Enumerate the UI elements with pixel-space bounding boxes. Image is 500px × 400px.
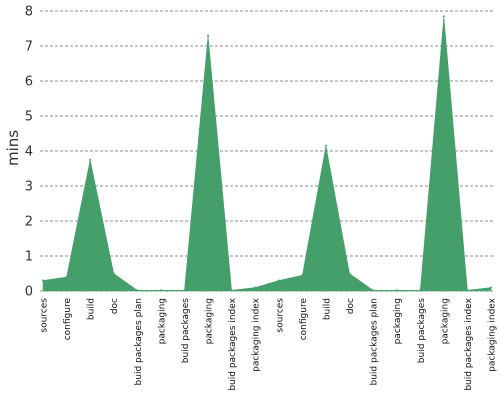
x-tick-label: packaging [205, 298, 215, 344]
data-point [372, 289, 375, 292]
x-tick-label: packaging index [252, 297, 262, 372]
data-point [254, 286, 257, 289]
area-series [42, 16, 492, 292]
data-point [419, 289, 422, 292]
data-point [277, 279, 280, 282]
x-tick-label: build [87, 298, 97, 320]
data-point [466, 289, 469, 292]
x-tick-label: buid packages index [228, 297, 238, 390]
x-tick-label: buid packages [181, 298, 191, 363]
x-tick-label: packaging [393, 298, 403, 344]
x-tick-label: sources [275, 298, 285, 333]
data-point [112, 272, 115, 275]
data-point [136, 289, 139, 292]
data-point [65, 276, 68, 278]
data-point [442, 15, 445, 18]
data-point [348, 272, 351, 275]
y-tick-label: 3 [25, 180, 33, 195]
data-point [395, 289, 398, 292]
x-tick-label: build [322, 298, 332, 320]
x-tick-label: buid packages plan [134, 298, 144, 385]
x-axis-ticks: sources configure build doc buid packages pl… [40, 297, 498, 390]
data-point [42, 279, 44, 282]
x-tick-label: configure [63, 298, 73, 341]
x-tick-label: configure [299, 298, 309, 341]
y-tick-label: 1 [25, 250, 33, 265]
y-tick-label: 7 [25, 40, 33, 55]
x-tick-label: sources [40, 298, 50, 333]
x-tick-label: buid packages plan [370, 298, 380, 385]
data-point [207, 34, 210, 37]
x-tick-label: packaging index [488, 297, 498, 372]
data-point [490, 286, 492, 289]
y-axis-ticks: 0 1 2 3 4 5 6 7 8 [25, 5, 33, 300]
y-axis-label: mins [4, 130, 22, 166]
y-tick-label: 5 [25, 110, 33, 125]
data-point [89, 158, 92, 161]
data-point [159, 289, 162, 292]
data-point [301, 274, 304, 277]
y-tick-label: 8 [25, 5, 33, 20]
data-point [324, 144, 327, 147]
y-tick-label: 6 [25, 75, 33, 90]
x-tick-label: packaging [440, 298, 450, 344]
y-tick-label: 4 [25, 145, 33, 160]
grid-lines [40, 10, 494, 292]
data-point [183, 289, 186, 292]
y-tick-label: 2 [25, 215, 33, 230]
x-tick-label: buid packages index [464, 297, 474, 390]
x-tick-label: doc [110, 298, 120, 314]
x-tick-label: doc [346, 298, 356, 314]
x-tick-label: buid packages [417, 298, 427, 363]
data-points [42, 15, 492, 292]
x-tick-label: packaging [157, 298, 167, 344]
data-point [230, 289, 233, 292]
y-tick-label: 0 [25, 285, 33, 300]
